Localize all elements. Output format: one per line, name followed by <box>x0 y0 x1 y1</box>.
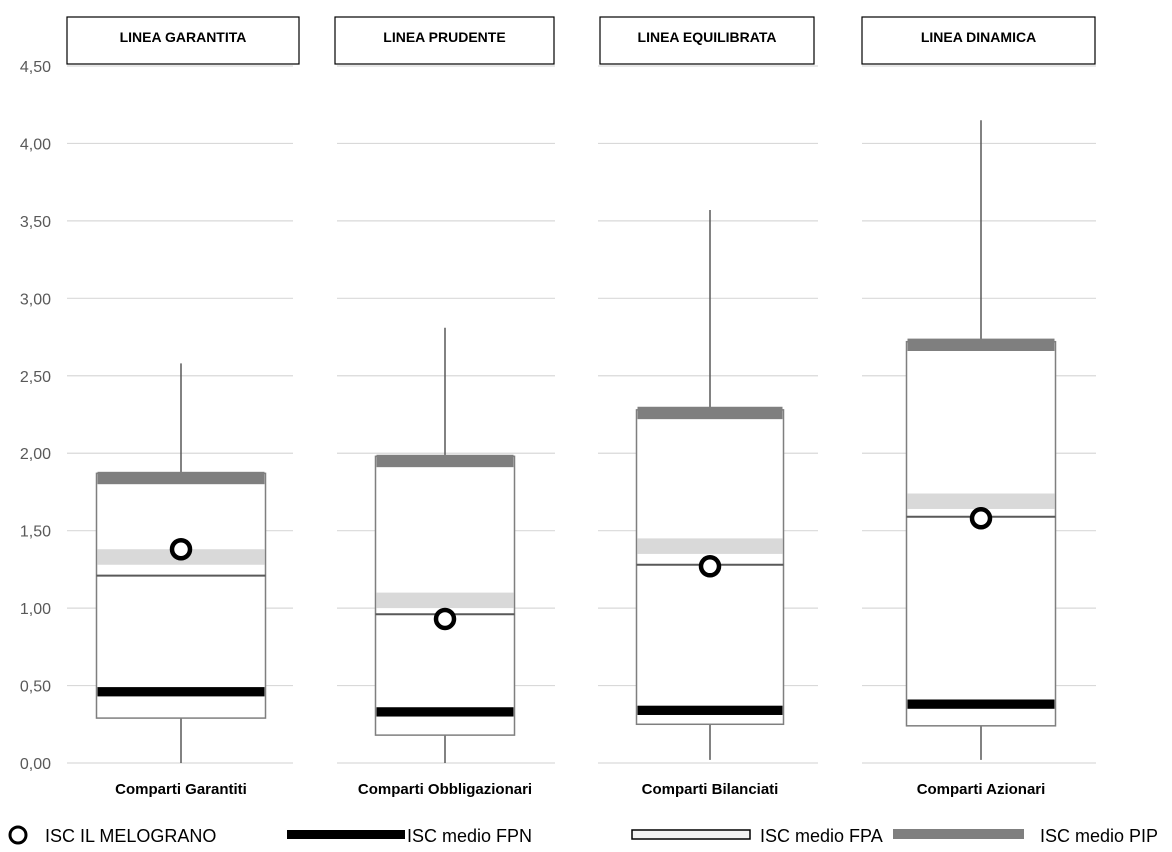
y-axis: 0,00 0,50 1,00 1,50 2,00 2,50 3,00 3,50 4,00 4,50 <box>20 59 51 773</box>
box <box>905 340 1057 727</box>
box-group: Comparti Obbligazionari <box>358 327 532 798</box>
isc-medio-fpa-bar <box>637 538 783 554</box>
isc-medio-pip-bar <box>97 471 265 485</box>
panel-headers: LINEA GARANTITA LINEA PRUDENTE LINEA EQUIL… <box>66 16 1096 65</box>
legend-black-bar-icon <box>287 830 405 839</box>
isc-il-melograno-marker <box>433 607 457 631</box>
y-tick-label: 1,50 <box>20 524 51 541</box>
y-tick-label: 1,00 <box>20 601 51 618</box>
panel-header-label: LINEA PRUDENTE <box>383 29 505 45</box>
panel-header-box <box>66 16 300 65</box>
isc-medio-pip-bar <box>376 454 514 468</box>
panel-header-box <box>334 16 555 65</box>
y-tick-label: 4,50 <box>20 59 51 76</box>
y-tick-label: 2,00 <box>20 446 51 463</box>
panel-header-box <box>861 16 1096 65</box>
isc-il-melograno-marker <box>169 538 193 561</box>
legend-outlined-bar-icon <box>631 829 751 840</box>
box-group: Comparti Azionari <box>905 120 1057 798</box>
legend-label: ISC medio PIP <box>1040 826 1158 846</box>
y-tick-label: 3,50 <box>20 214 51 231</box>
legend-label: ISC medio FPA <box>760 826 883 846</box>
y-tick-label: 0,50 <box>20 679 51 696</box>
y-tick-label: 2,50 <box>20 369 51 386</box>
isc-il-melograno-marker <box>698 555 722 578</box>
legend-circle-icon <box>8 825 28 845</box>
panel-header-label: LINEA DINAMICA <box>921 29 1036 45</box>
legend-gray-bar-icon <box>893 829 1024 839</box>
legend-label: ISC medio FPN <box>407 826 532 846</box>
panel-header-label: LINEA GARANTITA <box>120 29 247 45</box>
category-label: Comparti Obbligazionari <box>358 781 532 798</box>
box-group: Comparti Garantiti <box>95 363 267 798</box>
isc-medio-fpn-bar <box>97 687 265 697</box>
y-tick-label: 0,00 <box>20 756 51 773</box>
category-label: Comparti Bilanciati <box>642 781 779 798</box>
y-tick-label: 3,00 <box>20 291 51 308</box>
panel-header-label: LINEA EQUILIBRATA <box>638 29 777 45</box>
category-label: Comparti Azionari <box>917 781 1046 798</box>
box-series: Comparti Garantiti Comparti Obbligazionar… <box>95 120 1057 798</box>
isc-medio-pip-bar <box>637 406 783 420</box>
box <box>95 472 267 719</box>
isc-medio-fpn-bar <box>376 707 514 717</box>
legend: ISC IL MELOGRANO ISC medio FPN ISC medio F… <box>8 825 1158 846</box>
isc-il-melograno-marker <box>969 507 993 530</box>
isc-medio-pip-bar <box>907 338 1055 351</box>
isc-medio-fpa-bar <box>907 493 1055 509</box>
panel-header-box <box>599 16 815 65</box>
isc-medio-fpn-bar <box>907 699 1055 709</box>
y-tick-label: 4,00 <box>20 136 51 153</box>
isc-medio-fpa-bar <box>376 592 514 609</box>
category-label: Comparti Garantiti <box>115 781 247 798</box>
legend-label: ISC IL MELOGRANO <box>45 826 216 846</box>
isc-medio-fpn-bar <box>637 705 783 715</box>
box-group: Comparti Bilanciati <box>635 210 785 798</box>
